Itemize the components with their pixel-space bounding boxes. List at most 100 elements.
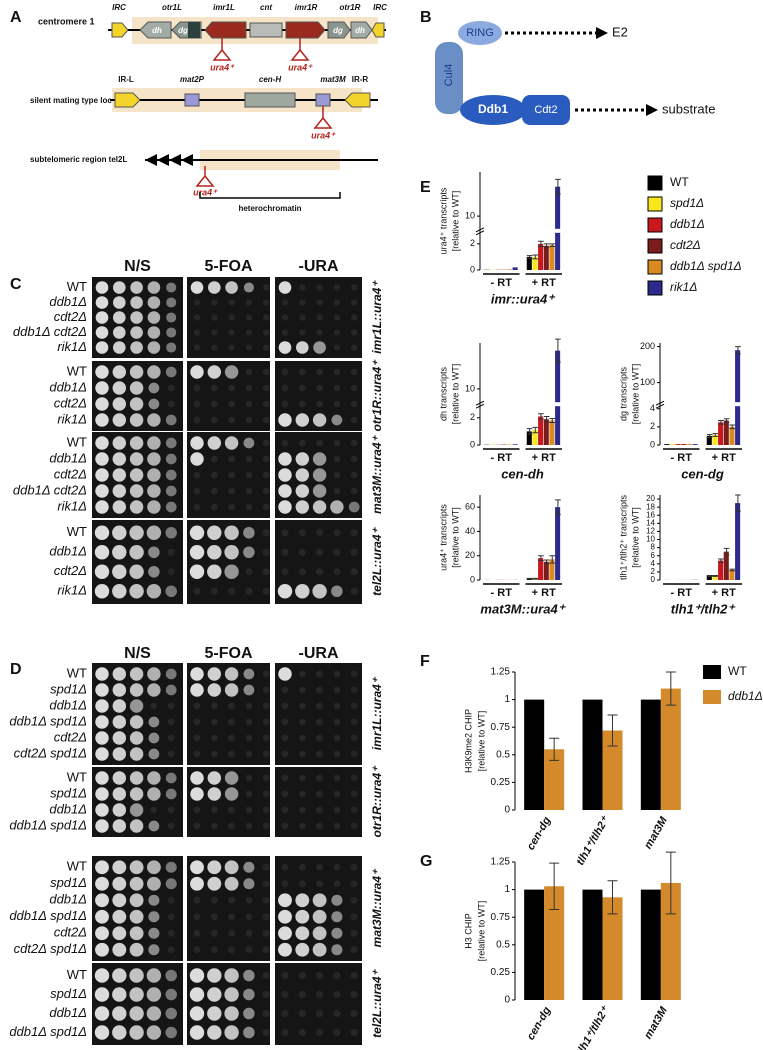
spot <box>281 822 289 830</box>
spot <box>312 500 327 514</box>
spot <box>112 787 127 801</box>
locus-label: silent mating type locus <box>30 96 122 105</box>
spot <box>129 397 144 411</box>
y-tick-label: 2 <box>650 421 655 431</box>
medium-header: 5-FOA <box>205 258 253 275</box>
spot <box>350 880 358 888</box>
y-tick-label: 0.25 <box>491 967 511 978</box>
spot <box>228 329 235 336</box>
spot <box>350 1009 358 1018</box>
spot <box>312 942 327 957</box>
legend-label: rik1Δ <box>670 280 697 294</box>
spot <box>146 525 162 540</box>
insertion <box>313 106 333 129</box>
spot <box>262 1009 270 1018</box>
strain-label: cdt2Δ <box>54 925 87 940</box>
spot <box>129 584 144 599</box>
x-tick-label: + RT <box>532 587 556 599</box>
spot <box>193 384 201 392</box>
spot <box>278 341 292 354</box>
spot <box>245 299 253 306</box>
spot <box>112 819 127 833</box>
arrowhead <box>646 104 658 116</box>
spot <box>299 314 306 321</box>
spot <box>262 774 270 782</box>
spot <box>207 545 222 560</box>
spot <box>165 485 177 497</box>
spot <box>112 699 127 713</box>
x-axis-label: cen-dg <box>681 466 724 481</box>
spot <box>333 299 341 306</box>
spot <box>262 368 270 376</box>
spot <box>189 987 205 1002</box>
spot <box>298 400 306 408</box>
spot <box>112 545 127 560</box>
spot <box>298 1028 306 1037</box>
spot <box>243 668 255 680</box>
spot <box>333 774 341 782</box>
spot <box>333 790 341 798</box>
y-tick-label: 10 <box>465 210 475 220</box>
spot <box>262 568 270 576</box>
reporter-label: imr1L::ura4⁺ <box>370 280 384 354</box>
x-tick-label: - RT <box>491 277 513 289</box>
ddb1 <box>460 95 526 125</box>
spot <box>245 455 253 463</box>
spot <box>351 299 358 306</box>
spot <box>228 503 235 511</box>
y-axis-label: dh transcripts <box>438 366 448 421</box>
spot <box>147 281 161 294</box>
spot <box>112 909 127 924</box>
y-tick-label: 2 <box>470 238 475 248</box>
spot <box>207 1025 222 1040</box>
region-label: imr1R <box>295 3 318 12</box>
spot <box>207 876 222 891</box>
spot <box>129 942 144 957</box>
error-bar <box>718 420 724 425</box>
spot <box>262 790 270 798</box>
spot <box>350 971 358 980</box>
spot <box>281 686 289 694</box>
spot <box>281 718 289 726</box>
spot <box>228 416 235 424</box>
spot <box>331 414 343 426</box>
spot <box>281 529 289 537</box>
spot <box>193 913 201 921</box>
spot <box>207 683 222 697</box>
spot <box>146 1025 162 1040</box>
spot <box>281 790 289 798</box>
bar <box>712 575 718 580</box>
spot <box>165 1007 177 1020</box>
x-tick-label: + RT <box>712 587 736 599</box>
y-tick-label: 6 <box>651 551 656 560</box>
spot <box>165 684 177 696</box>
strain-label: cdt2Δ spd1Δ <box>14 941 87 956</box>
spot <box>146 860 161 875</box>
spot <box>298 734 306 742</box>
bar <box>582 699 603 810</box>
spot <box>112 1025 127 1040</box>
spot <box>210 896 218 904</box>
spot <box>210 913 218 921</box>
bar <box>532 256 538 270</box>
spot <box>189 1025 205 1040</box>
spot <box>281 750 289 758</box>
strain-label: ddb1Δ <box>49 801 87 816</box>
spot <box>350 790 358 798</box>
bracket <box>199 192 341 199</box>
spot <box>224 860 239 875</box>
spot <box>147 667 161 681</box>
spot <box>130 296 143 309</box>
spot <box>245 314 253 321</box>
error-bar <box>712 575 719 577</box>
repeat-label: dh <box>355 26 365 35</box>
spot <box>350 455 358 463</box>
x-axis-label: tlh1⁺/tlh2⁺ <box>671 601 737 616</box>
spot <box>193 503 201 511</box>
spot <box>224 1025 239 1040</box>
spot <box>147 787 161 801</box>
spot <box>193 299 201 306</box>
insertion-label: ura4⁺ <box>311 130 336 140</box>
spot <box>295 893 310 908</box>
strain-label: cdt2Δ <box>54 466 87 481</box>
